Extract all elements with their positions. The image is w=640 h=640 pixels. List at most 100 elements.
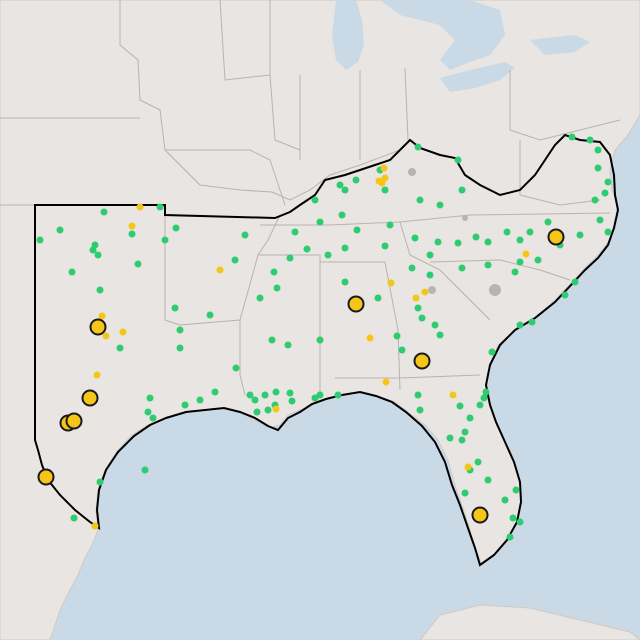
green-dot-marker[interactable] [144, 408, 152, 416]
green-dot-marker[interactable] [181, 401, 189, 409]
green-dot-marker[interactable] [461, 489, 469, 497]
green-dot-marker[interactable] [96, 478, 104, 486]
green-dot-marker[interactable] [516, 321, 524, 329]
green-dot-marker[interactable] [501, 496, 509, 504]
green-dot-marker[interactable] [268, 336, 276, 344]
green-dot-marker[interactable] [89, 246, 97, 254]
green-dot-marker[interactable] [416, 406, 424, 414]
yellow-dot-marker[interactable] [366, 334, 374, 342]
green-dot-marker[interactable] [381, 242, 389, 250]
green-dot-marker[interactable] [472, 233, 480, 241]
yellow-dot-marker[interactable] [136, 203, 144, 211]
green-dot-marker[interactable] [596, 216, 604, 224]
green-dot-marker[interactable] [458, 436, 466, 444]
green-dot-marker[interactable] [474, 458, 482, 466]
green-dot-marker[interactable] [241, 231, 249, 239]
yellow-dot-marker[interactable] [464, 463, 472, 471]
green-dot-marker[interactable] [338, 211, 346, 219]
green-dot-marker[interactable] [408, 264, 416, 272]
green-dot-marker[interactable] [484, 476, 492, 484]
green-dot-marker[interactable] [604, 228, 612, 236]
yellow-dot-marker[interactable] [378, 179, 386, 187]
green-dot-marker[interactable] [591, 196, 599, 204]
yellow-dot-marker[interactable] [102, 332, 110, 340]
yellow-dot-marker[interactable] [412, 294, 420, 302]
green-dot-marker[interactable] [341, 186, 349, 194]
green-dot-marker[interactable] [324, 251, 332, 259]
green-dot-marker[interactable] [484, 238, 492, 246]
green-dot-marker[interactable] [70, 514, 78, 522]
green-dot-marker[interactable] [544, 218, 552, 226]
green-dot-marker[interactable] [426, 271, 434, 279]
green-dot-marker[interactable] [506, 533, 514, 541]
green-dot-marker[interactable] [316, 336, 324, 344]
green-dot-marker[interactable] [381, 186, 389, 194]
green-dot-marker[interactable] [516, 236, 524, 244]
green-dot-marker[interactable] [149, 414, 157, 422]
yellow-dot-marker[interactable] [382, 378, 390, 386]
large-yellow-circle-marker[interactable] [89, 318, 107, 336]
green-dot-marker[interactable] [232, 364, 240, 372]
green-dot-marker[interactable] [311, 394, 319, 402]
green-dot-marker[interactable] [353, 226, 361, 234]
green-dot-marker[interactable] [456, 402, 464, 410]
green-dot-marker[interactable] [458, 186, 466, 194]
green-dot-marker[interactable] [134, 260, 142, 268]
large-yellow-circle-marker[interactable] [347, 295, 365, 313]
green-dot-marker[interactable] [446, 434, 454, 442]
green-dot-marker[interactable] [576, 231, 584, 239]
green-dot-marker[interactable] [482, 388, 490, 396]
green-dot-marker[interactable] [488, 348, 496, 356]
green-dot-marker[interactable] [272, 388, 280, 396]
green-dot-marker[interactable] [156, 203, 164, 211]
green-dot-marker[interactable] [261, 391, 269, 399]
green-dot-marker[interactable] [96, 286, 104, 294]
green-dot-marker[interactable] [68, 268, 76, 276]
green-dot-marker[interactable] [270, 268, 278, 276]
green-dot-marker[interactable] [461, 428, 469, 436]
green-dot-marker[interactable] [414, 143, 422, 151]
green-dot-marker[interactable] [206, 311, 214, 319]
green-dot-marker[interactable] [411, 234, 419, 242]
yellow-dot-marker[interactable] [380, 164, 388, 172]
yellow-dot-marker[interactable] [272, 405, 280, 413]
green-dot-marker[interactable] [251, 396, 259, 404]
green-dot-marker[interactable] [586, 136, 594, 144]
green-dot-marker[interactable] [416, 196, 424, 204]
green-dot-marker[interactable] [286, 254, 294, 262]
green-dot-marker[interactable] [604, 178, 612, 186]
yellow-dot-marker[interactable] [91, 522, 99, 530]
large-yellow-circle-marker[interactable] [413, 352, 431, 370]
green-dot-marker[interactable] [311, 196, 319, 204]
green-dot-marker[interactable] [231, 256, 239, 264]
green-dot-marker[interactable] [176, 344, 184, 352]
green-dot-marker[interactable] [414, 391, 422, 399]
green-dot-marker[interactable] [336, 181, 344, 189]
yellow-dot-marker[interactable] [216, 266, 224, 274]
green-dot-marker[interactable] [291, 228, 299, 236]
green-dot-marker[interactable] [36, 236, 44, 244]
green-dot-marker[interactable] [116, 344, 124, 352]
large-yellow-circle-marker[interactable] [81, 389, 99, 407]
green-dot-marker[interactable] [476, 401, 484, 409]
green-dot-marker[interactable] [571, 278, 579, 286]
green-dot-marker[interactable] [141, 466, 149, 474]
green-dot-marker[interactable] [94, 251, 102, 259]
green-dot-marker[interactable] [393, 332, 401, 340]
green-dot-marker[interactable] [458, 264, 466, 272]
green-dot-marker[interactable] [601, 189, 609, 197]
green-dot-marker[interactable] [436, 201, 444, 209]
green-dot-marker[interactable] [480, 394, 488, 402]
green-dot-marker[interactable] [528, 318, 536, 326]
large-yellow-circle-marker[interactable] [471, 506, 489, 524]
green-dot-marker[interactable] [516, 518, 524, 526]
green-dot-marker[interactable] [434, 238, 442, 246]
green-dot-marker[interactable] [352, 176, 360, 184]
green-dot-marker[interactable] [386, 221, 394, 229]
green-dot-marker[interactable] [561, 291, 569, 299]
green-dot-marker[interactable] [100, 208, 108, 216]
green-dot-marker[interactable] [454, 239, 462, 247]
green-dot-marker[interactable] [341, 244, 349, 252]
green-dot-marker[interactable] [568, 133, 576, 141]
